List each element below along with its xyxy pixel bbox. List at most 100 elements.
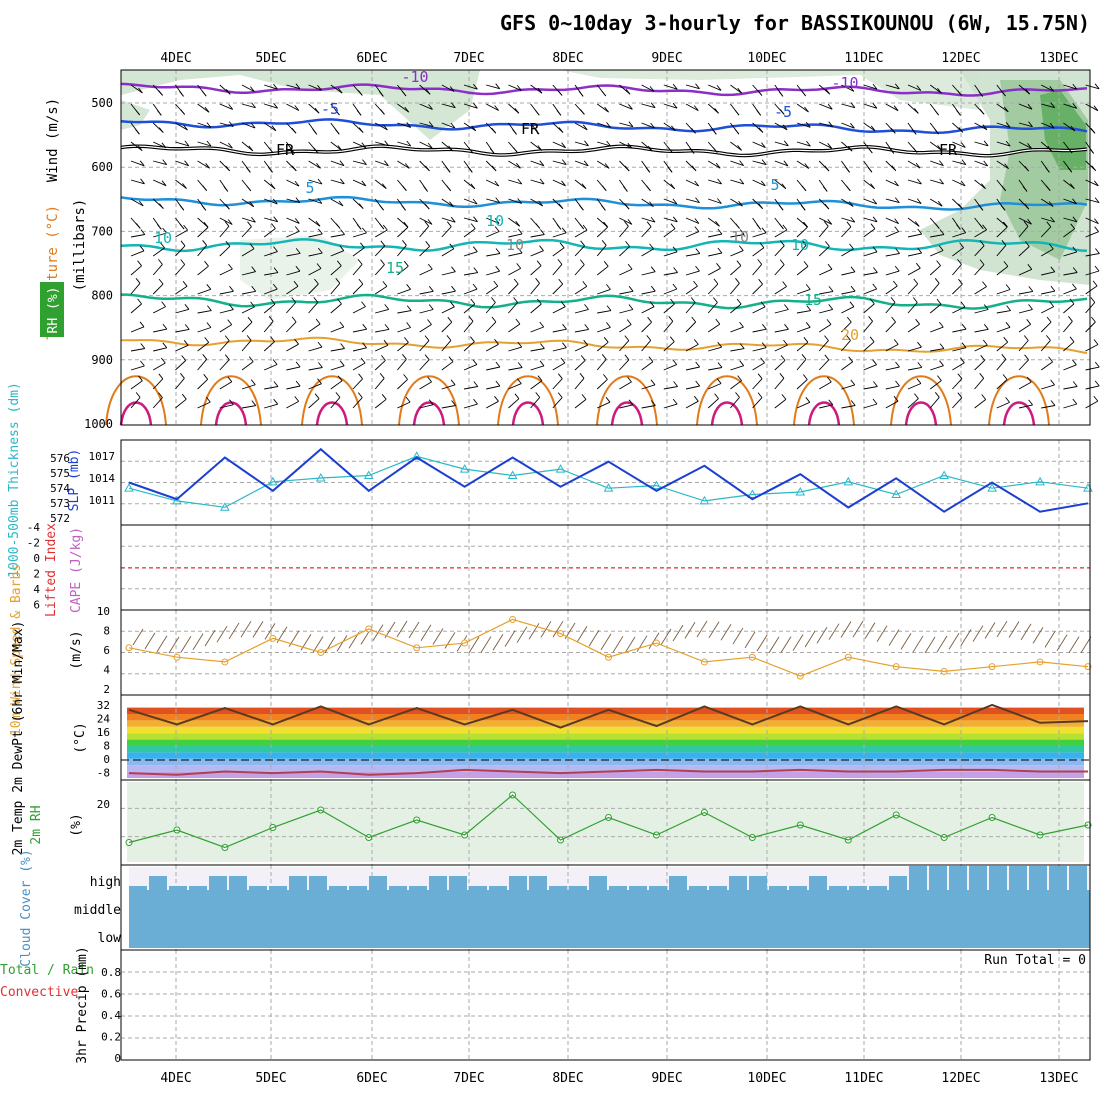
wind-barb — [663, 103, 678, 109]
date-label-bottom: 9DEC — [651, 1071, 682, 1086]
wind-barb — [579, 204, 584, 211]
wind-barb — [241, 217, 256, 223]
slp-tick-label: 1014 — [89, 472, 116, 485]
temperature-color-band — [127, 726, 1084, 734]
wind-barb — [441, 340, 452, 352]
wind-barb — [470, 336, 475, 342]
contour-label: 10 — [154, 229, 172, 247]
wind-barb — [264, 103, 278, 109]
temperature-contour — [412, 401, 446, 426]
wind-barb — [516, 85, 522, 91]
wind-barb-10m — [948, 632, 960, 650]
wind-barb — [641, 198, 654, 207]
wind-barb — [241, 198, 254, 208]
wind-barb — [578, 91, 584, 97]
wind-barb — [872, 83, 878, 90]
slp-tick-label: 1017 — [89, 450, 116, 463]
temperature-contour — [121, 293, 1088, 310]
wind-barb-10m — [252, 621, 264, 638]
wind-barb — [1005, 284, 1011, 290]
wind-barb-10m — [900, 633, 912, 650]
wind-barb — [796, 122, 811, 128]
wind-barb — [530, 380, 543, 390]
wind-barb — [850, 102, 856, 108]
wind-barb — [752, 179, 766, 187]
wind-barb — [845, 167, 850, 173]
wind-barb — [627, 376, 632, 383]
wind-barb — [1023, 221, 1029, 227]
wind-barb — [694, 226, 700, 232]
wind-barb — [907, 398, 919, 409]
wind-barb — [579, 259, 585, 265]
wind-barb — [760, 301, 766, 308]
wind-barb — [206, 122, 212, 128]
wind-barb — [558, 278, 564, 285]
wind-barb — [730, 365, 744, 371]
wind-barb — [694, 218, 700, 224]
wind-barb — [796, 379, 808, 390]
wind-barb — [1028, 286, 1034, 292]
temperature-contour — [610, 401, 644, 426]
wind-barb — [241, 271, 256, 276]
wind-barb — [717, 198, 722, 204]
wind-barb — [707, 283, 719, 295]
wind-barb — [800, 205, 806, 211]
wind-barb — [397, 141, 411, 147]
wind-barb — [1003, 336, 1009, 343]
wind-barb — [470, 183, 476, 190]
wind-barb — [286, 252, 301, 257]
date-label-bottom: 10DEC — [747, 1071, 786, 1086]
wind-barb — [552, 283, 564, 295]
wind-barb — [685, 270, 700, 276]
wind-barb — [752, 160, 767, 166]
wind-barb — [445, 167, 451, 173]
wind-barb — [734, 128, 740, 135]
wind-barb — [872, 359, 877, 365]
wind-barb — [397, 379, 408, 390]
wind-barb — [1063, 122, 1076, 132]
wind-barb-10m — [432, 628, 444, 645]
wind-barb — [352, 397, 363, 409]
wind-barb — [473, 267, 479, 273]
wind-barb — [175, 378, 185, 390]
wind-barb — [473, 398, 478, 405]
wind-barb — [714, 108, 719, 114]
wind-barb — [627, 142, 633, 149]
wind-barb — [891, 316, 896, 323]
wind-barb — [885, 321, 896, 333]
wind-barb — [685, 285, 698, 295]
wind-barb — [202, 185, 208, 191]
wind-barb-10m — [516, 626, 528, 643]
wind-barb — [974, 309, 989, 314]
wind-barb — [717, 341, 723, 348]
temperature-contour — [214, 401, 248, 426]
wind-barb — [996, 289, 1011, 295]
cloud-cover-high — [669, 876, 687, 890]
wind-barb — [583, 339, 589, 346]
wind-barb — [603, 221, 609, 228]
cloud-cover-high — [549, 886, 567, 890]
wind-barb — [135, 223, 141, 229]
wind-barb — [916, 378, 922, 384]
cloud-level-label: middle — [74, 903, 121, 918]
wind-barb — [448, 356, 454, 362]
wind-barb-10m — [1068, 636, 1080, 653]
wind-barb — [383, 124, 388, 131]
wind-barb — [603, 261, 609, 267]
wind-barb — [907, 233, 922, 238]
wind-barb — [650, 216, 656, 223]
wind-barb — [241, 84, 255, 92]
wind-barb — [1085, 198, 1100, 204]
wind-barb — [737, 145, 742, 151]
cloud-cover-high — [1029, 866, 1047, 890]
wind-barb — [406, 305, 412, 311]
wind-barb — [263, 341, 275, 352]
wind-barb — [996, 266, 1009, 276]
wind-barb — [850, 122, 855, 129]
wind-barb — [219, 217, 233, 225]
wind-barb — [663, 386, 678, 390]
wind-barb — [336, 260, 342, 267]
temperature-contour — [105, 375, 167, 426]
wind-barb — [153, 160, 167, 166]
wind-barb — [538, 200, 544, 207]
